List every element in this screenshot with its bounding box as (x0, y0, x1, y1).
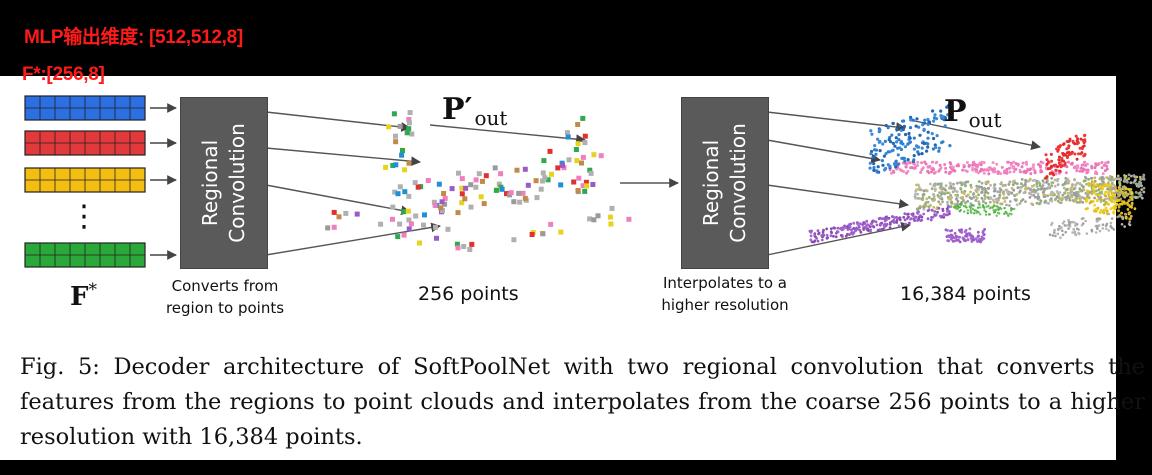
input-feature-label: F* (70, 280, 97, 312)
annotation-band-bottom (0, 460, 1152, 475)
regional-convolution-box-2: Regional Convolution (681, 97, 769, 269)
regional-convolution-box-1: Regional Convolution (180, 97, 268, 269)
coarse-point-count: 256 points (418, 283, 519, 305)
conv2-caption: Interpolates to a higher resolution (661, 274, 789, 314)
vertical-ellipsis-icon: ⋮ (69, 199, 99, 234)
fine-point-count: 16,384 points (900, 283, 1031, 305)
feature-row-4 (24, 242, 146, 268)
fine-point-cloud (808, 104, 1146, 244)
mlp-dims-note: MLP输出维度: [512,512,8] (24, 27, 243, 48)
f-star-shape-note: F*:[256,8] (22, 64, 105, 85)
feature-row-3 (24, 167, 146, 193)
coarse-point-cloud (325, 110, 632, 252)
coarse-output-label: P′ out (442, 92, 508, 130)
conv1-label: Regional Convolution (198, 123, 249, 243)
annotation-band-top (0, 0, 1152, 76)
annotation-band-right (1116, 0, 1152, 475)
feature-row-1 (24, 95, 146, 121)
feature-row-2 (24, 130, 146, 156)
decoder-figure: ⋮ (24, 95, 1146, 268)
flow-arrows (265, 111, 1041, 256)
figure-caption: Fig. 5: Decoder architecture of SoftPool… (20, 354, 1145, 450)
conv1-caption: Converts from region to points (165, 277, 285, 317)
feature-grids (24, 95, 177, 268)
conv2-label: Regional Convolution (699, 123, 750, 243)
